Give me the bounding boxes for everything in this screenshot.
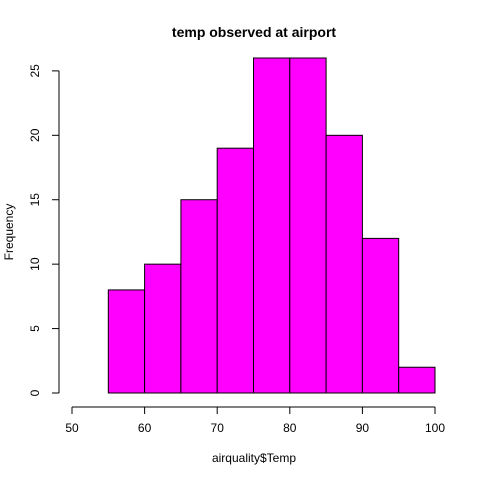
y-tick-label: 10 (28, 257, 42, 271)
histogram-bar-2 (144, 263, 182, 394)
y-tick-label: 20 (28, 128, 42, 142)
histogram-bar-9 (398, 366, 436, 394)
bars-group (107, 57, 436, 394)
x-tick-label: 50 (65, 421, 79, 435)
histogram-bar-4 (216, 147, 254, 394)
histogram-bar-8 (361, 237, 400, 394)
x-tick-label: 100 (425, 421, 445, 435)
x-tick-label: 60 (138, 421, 152, 435)
y-tick-label: 15 (28, 193, 42, 207)
chart-title: temp observed at airport (172, 24, 336, 40)
x-tick-label: 80 (283, 421, 297, 435)
y-tick-label: 5 (28, 325, 42, 332)
x-tick-label: 70 (211, 421, 225, 435)
histogram-bar-5 (253, 57, 291, 394)
histogram-bar-3 (180, 199, 218, 394)
y-axis: 0 5 10 15 20 25 (28, 64, 60, 396)
x-axis: 50 60 70 80 90 100 (65, 406, 445, 435)
x-axis-label: airquality$Temp (212, 451, 296, 465)
y-tick-label: 25 (28, 64, 42, 78)
histogram-bar-7 (325, 134, 363, 394)
y-tick-label: 0 (28, 389, 42, 396)
histogram-bar-6 (289, 57, 327, 394)
y-axis-label: Frequency (2, 204, 16, 261)
histogram-bar-1 (107, 289, 146, 394)
x-tick-label: 90 (356, 421, 370, 435)
